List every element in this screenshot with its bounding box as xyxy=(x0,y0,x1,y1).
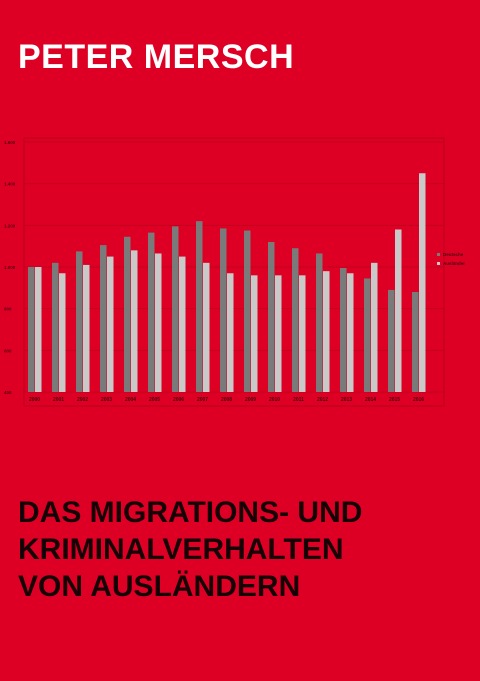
bar-deutsche xyxy=(316,253,323,392)
legend-label: Ausländer xyxy=(443,261,465,266)
chart-svg: 400 600 800 1.000 1.200 1.400 1.600 2000 2001 200… xyxy=(4,137,465,407)
title-line-1: DAS MIGRATIONS- UND xyxy=(18,496,363,529)
bar-deutsche xyxy=(100,245,107,392)
bar-auslaender xyxy=(299,275,306,392)
bar-deutsche xyxy=(28,267,35,392)
y-tick-label: 1.400 xyxy=(4,182,16,187)
title-line-3: VON AUSLÄNDERN xyxy=(18,570,301,603)
x-tick-label: 2012 xyxy=(317,397,328,403)
x-tick-label: 2011 xyxy=(293,397,304,403)
bar-auslaender xyxy=(107,256,114,392)
y-tick-label: 600 xyxy=(4,348,12,353)
x-tick-label: 2005 xyxy=(149,397,160,403)
bar-deutsche xyxy=(244,230,251,392)
author-name: PETER MERSCH xyxy=(18,38,295,76)
x-tick-label: 2002 xyxy=(77,397,88,403)
bar-deutsche xyxy=(388,289,395,392)
x-tick-label: 2004 xyxy=(125,397,136,403)
bar-auslaender xyxy=(371,262,378,392)
bar-deutsche xyxy=(124,236,131,392)
bar-auslaender xyxy=(275,275,282,392)
x-tick-label: 2006 xyxy=(173,397,184,403)
y-tick-label: 1.600 xyxy=(4,140,16,145)
bar-deutsche xyxy=(76,251,83,392)
bar-chart: 400 600 800 1.000 1.200 1.400 1.600 2000 2001 200… xyxy=(0,130,480,410)
y-tick-label: 1.000 xyxy=(4,265,16,270)
x-tick-label: 2013 xyxy=(341,397,352,403)
bar-auslaender xyxy=(83,264,90,392)
bar-auslaender xyxy=(227,273,234,392)
bar-auslaender xyxy=(179,256,186,392)
x-tick-label: 2001 xyxy=(53,397,64,403)
bar-auslaender xyxy=(131,250,138,392)
bar-deutsche xyxy=(52,262,59,392)
bar-deutsche xyxy=(412,292,419,392)
y-tick-label: 400 xyxy=(4,390,12,395)
bar-deutsche xyxy=(148,232,155,392)
legend-swatch xyxy=(437,253,440,256)
bar-deutsche xyxy=(220,228,227,392)
x-tick-label: 2009 xyxy=(245,397,256,403)
bar-auslaender xyxy=(203,262,210,392)
bar-auslaender xyxy=(59,273,66,392)
bar-deutsche xyxy=(268,242,275,392)
bar-auslaender xyxy=(323,271,330,392)
bar-deutsche xyxy=(196,221,203,392)
bar-deutsche xyxy=(340,268,347,392)
bar-deutsche xyxy=(172,226,179,392)
x-tick-label: 2000 xyxy=(29,397,40,403)
y-tick-label: 1.200 xyxy=(4,223,16,228)
x-tick-label: 2010 xyxy=(269,397,280,403)
bar-auslaender xyxy=(251,275,258,392)
x-tick-label: 2003 xyxy=(101,397,112,403)
x-tick-label: 2008 xyxy=(221,397,232,403)
x-tick-label: 2015 xyxy=(389,397,400,403)
bar-auslaender xyxy=(419,173,426,392)
x-tick-label: 2014 xyxy=(365,397,376,403)
bar-auslaender xyxy=(155,253,162,392)
bar-auslaender xyxy=(347,273,354,392)
x-tick-label: 2007 xyxy=(197,397,208,403)
title-line-2: KRIMINALVERHALTEN xyxy=(18,533,344,566)
legend-swatch xyxy=(437,262,440,265)
bar-deutsche xyxy=(364,278,371,392)
plot-frame xyxy=(23,137,445,407)
bar-deutsche xyxy=(292,248,299,392)
book-title: DAS MIGRATIONS- UND KRIMINALVERHALTEN VO… xyxy=(18,494,473,605)
bar-auslaender xyxy=(395,229,402,392)
y-tick-label: 800 xyxy=(4,307,12,312)
x-tick-label: 2016 xyxy=(413,397,424,403)
legend-label: Deutsche xyxy=(443,252,464,257)
bar-auslaender xyxy=(35,267,42,392)
